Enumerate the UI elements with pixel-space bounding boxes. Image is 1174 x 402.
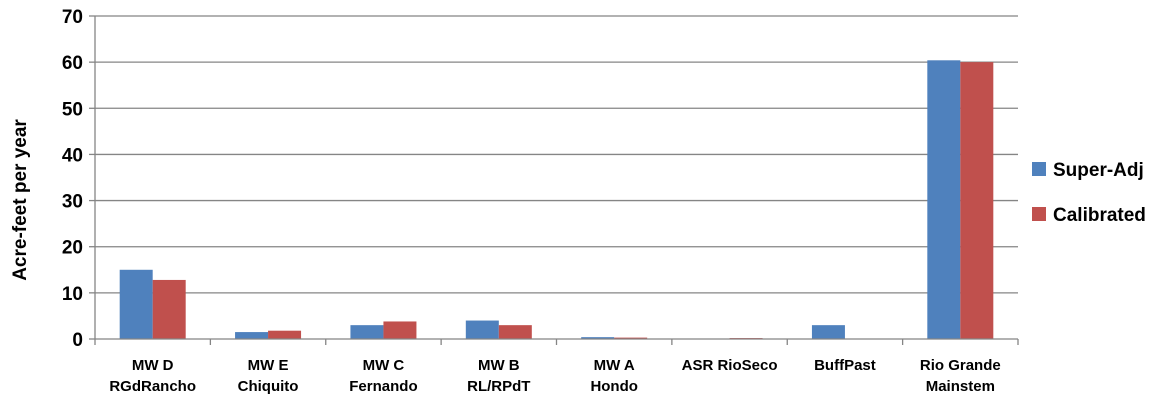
category-labels: MW D RGdRancho MW E Chiquito MW C Fernando MW … xyxy=(109,357,1000,395)
legend-label: Calibrated xyxy=(1053,205,1146,226)
legend-item[interactable]: Super-Adj xyxy=(1032,160,1144,181)
bar-calibrated xyxy=(960,62,994,340)
x-category-label: MW E Chiquito xyxy=(238,357,299,395)
y-tick-label: 10 xyxy=(62,284,83,305)
bar-super-adj xyxy=(119,269,153,339)
bar-super-adj xyxy=(811,325,845,339)
bar-calibrated xyxy=(498,325,532,339)
axes xyxy=(89,15,1019,345)
legend[interactable]: Super-Adj Calibrated xyxy=(1032,160,1146,226)
y-tick-label: 50 xyxy=(62,99,83,120)
x-category-label: MW C Fernando xyxy=(349,357,417,395)
y-tick-label: 30 xyxy=(62,192,83,213)
y-tick-label: 40 xyxy=(62,145,83,166)
bar-super-adj xyxy=(927,60,961,339)
bar-super-adj xyxy=(235,332,269,339)
y-tick-labels: 0 10 20 30 40 50 60 70 xyxy=(62,7,83,351)
y-tick-label: 70 xyxy=(62,7,83,28)
legend-item[interactable]: Calibrated xyxy=(1032,205,1146,226)
bar-super-adj xyxy=(350,325,384,339)
x-category-label: Rio Grande Mainstem xyxy=(920,357,1001,395)
y-axis-title: Acre-feet per year xyxy=(10,119,31,281)
x-category-label: ASR RioSeco xyxy=(682,357,778,374)
bar-calibrated xyxy=(152,279,186,339)
bar-super-adj xyxy=(465,320,499,339)
y-tick-label: 20 xyxy=(62,238,83,259)
bar-calibrated xyxy=(268,330,302,339)
legend-swatch xyxy=(1032,162,1046,176)
bar-super-adj xyxy=(581,337,615,339)
bar-calibrated xyxy=(383,321,417,339)
y-tick-label: 0 xyxy=(72,330,83,351)
bar-calibrated xyxy=(614,337,648,339)
x-category-label: MW A Hondo xyxy=(590,357,637,395)
legend-swatch xyxy=(1032,207,1046,221)
x-category-label: BuffPast xyxy=(814,357,876,374)
y-tick-label: 60 xyxy=(62,53,83,74)
bars xyxy=(119,60,994,340)
x-category-label: MW B RL/RPdT xyxy=(467,357,530,395)
legend-label: Super-Adj xyxy=(1053,160,1144,181)
x-category-label: MW D RGdRancho xyxy=(109,357,196,395)
gridlines xyxy=(95,15,1018,294)
